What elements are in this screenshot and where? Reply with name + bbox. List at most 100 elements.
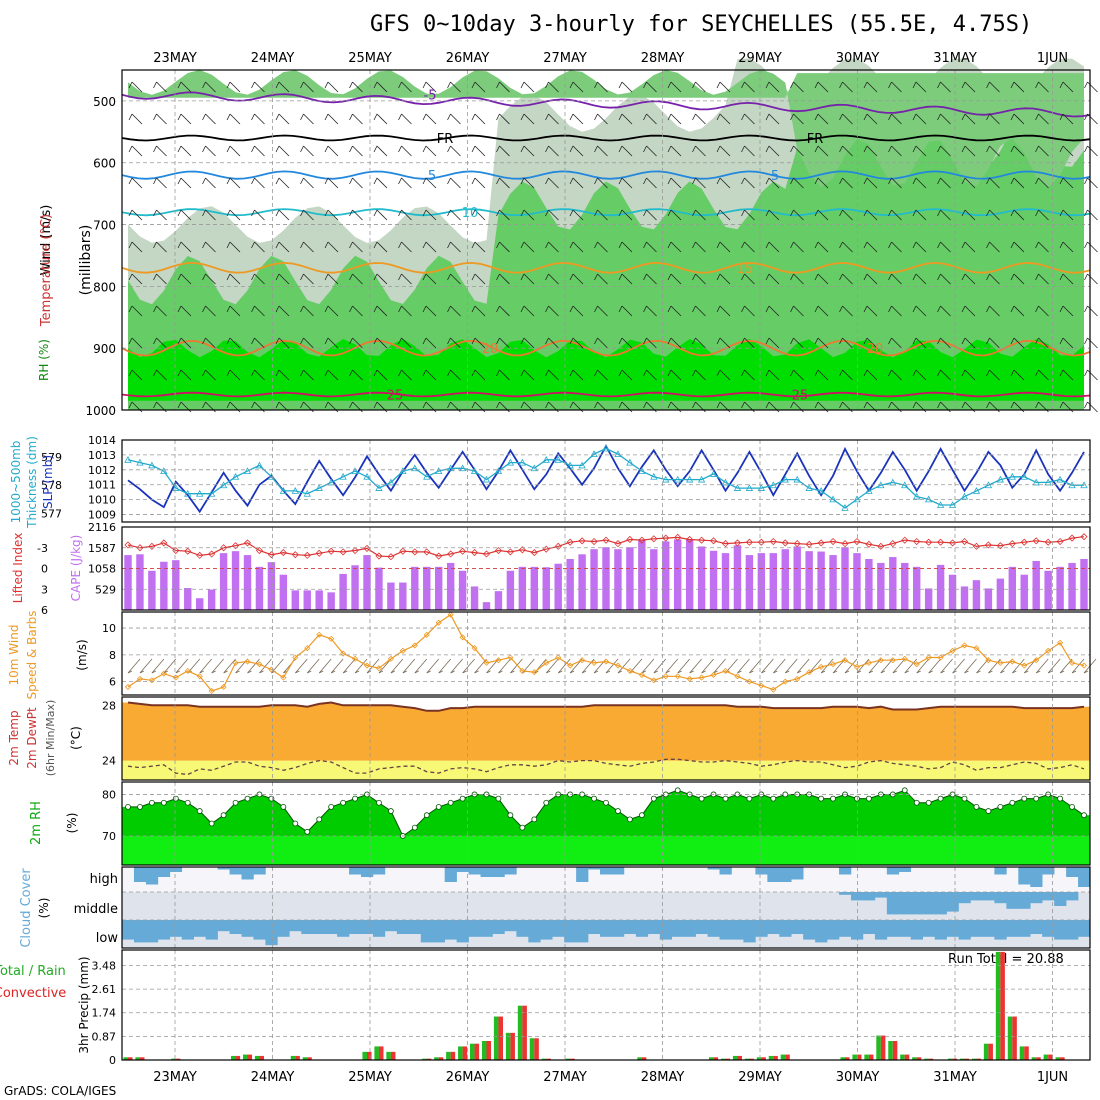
wind10-point <box>387 655 394 662</box>
wind-barb <box>520 209 535 221</box>
wind-barb <box>643 113 657 125</box>
wind-barb <box>667 369 682 381</box>
wind10-point <box>841 657 849 664</box>
thickness-point <box>124 455 132 463</box>
lifted-point <box>733 539 742 547</box>
cape-bar <box>148 570 156 610</box>
wind10-barb <box>952 658 965 674</box>
contour-label: 5 <box>428 169 436 184</box>
thickness-point <box>709 470 718 477</box>
wind-barb <box>814 145 829 157</box>
cloud-bar-high <box>588 867 601 870</box>
wind-barb <box>716 81 731 93</box>
wind-barb <box>937 369 951 381</box>
wind-barb <box>1059 145 1074 157</box>
wind-barb <box>128 337 143 349</box>
thickness-point <box>960 492 969 500</box>
wind10-barb <box>378 658 392 674</box>
wind-barb <box>471 305 486 317</box>
wind-barb <box>814 241 829 253</box>
wind10-point <box>519 667 526 674</box>
wind-barb <box>471 209 486 221</box>
wind-barb <box>545 81 559 93</box>
wind10-barb <box>904 658 918 674</box>
rh2m-point <box>973 804 980 810</box>
precip-conv-bar <box>307 1057 312 1060</box>
rh2m-point <box>937 795 944 802</box>
wind-barb <box>545 241 559 253</box>
thickness-point <box>817 487 825 494</box>
cloud-bar-low <box>1078 920 1091 937</box>
cloud-bar-high <box>169 867 183 872</box>
wind-barb <box>790 209 804 221</box>
cape-bar <box>817 551 825 610</box>
thickness-point <box>674 475 682 483</box>
wind-barb <box>202 81 216 93</box>
cape-bar <box>673 539 682 610</box>
cape-bar <box>733 545 742 610</box>
wind-barb <box>814 337 829 349</box>
wind-barb <box>545 177 559 189</box>
cloud-bar-high <box>133 867 147 882</box>
precip-total-bar <box>912 1057 917 1060</box>
lifted-point <box>243 539 252 547</box>
wind-barb <box>471 369 486 381</box>
wind10-point <box>686 675 693 683</box>
wind-barb <box>496 81 510 93</box>
contour-label: 20 <box>482 342 499 357</box>
wind10-point <box>160 670 167 677</box>
cape-bar <box>423 566 431 610</box>
rh2m-point <box>208 820 215 827</box>
wind10-barb <box>1011 658 1025 674</box>
wind-barb <box>275 241 290 253</box>
wind-barb <box>324 241 339 253</box>
wind-barb <box>741 337 755 349</box>
rh2m-point <box>125 804 131 810</box>
wind-barb <box>496 145 510 157</box>
wind-barb <box>1010 337 1025 349</box>
contour-label: 10 <box>462 206 479 221</box>
wind10-point <box>650 677 657 684</box>
thickness-point <box>160 467 168 475</box>
ylabel-rh2m: 2m RH <box>29 801 44 845</box>
thickness-point <box>136 458 144 466</box>
thickness-point <box>781 475 789 483</box>
cloud-bar-low <box>205 920 218 940</box>
wind10-barb <box>557 658 571 674</box>
wind-barb <box>153 273 167 285</box>
precip-total-bar <box>971 1058 977 1060</box>
wind10-barb <box>737 658 750 674</box>
wind-barb <box>177 177 192 189</box>
cape-bar <box>685 539 694 610</box>
lifted-point <box>160 539 168 547</box>
wind-barb <box>912 113 927 125</box>
wind-barb <box>128 177 143 189</box>
rh2m-point <box>423 812 430 819</box>
precip-total-bar <box>290 1055 296 1060</box>
cape-bar <box>948 574 957 610</box>
wind-barb <box>741 177 755 189</box>
contour-5c <box>121 170 1091 180</box>
wind-barb <box>275 209 290 221</box>
cloud-frame <box>121 866 1091 949</box>
precip-total-bar <box>948 1058 953 1060</box>
wind-barb <box>863 81 878 93</box>
lifted-point <box>470 549 479 557</box>
cloud-bar-low <box>337 920 350 937</box>
cloud-bar-low <box>970 920 983 937</box>
lifted-point <box>435 552 443 560</box>
precip-tick: 0 <box>109 1054 116 1067</box>
precip-total-bar <box>888 1040 893 1060</box>
wind-barb <box>961 337 976 349</box>
precip-total-bar <box>1019 1046 1025 1060</box>
thickness-point <box>148 461 156 469</box>
cape-bar <box>446 562 455 610</box>
rh-band-dark <box>128 338 1084 401</box>
cloud-bar-low <box>611 920 625 937</box>
precip-total-bar <box>242 1054 248 1060</box>
wind-barb <box>373 113 388 125</box>
wind-barb <box>177 337 192 349</box>
cape-bar <box>996 578 1005 610</box>
wind10-point <box>483 659 490 666</box>
wind-barb <box>153 209 167 221</box>
